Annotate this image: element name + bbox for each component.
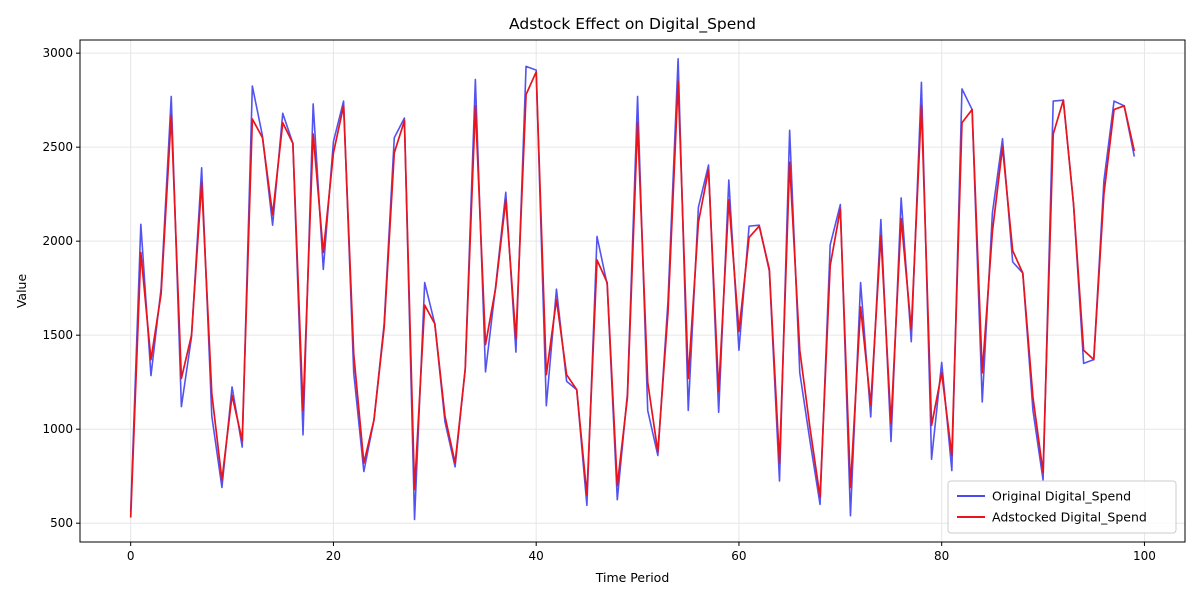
legend-label-adstocked: Adstocked Digital_Spend bbox=[992, 510, 1147, 525]
x-tick-label: 60 bbox=[731, 549, 746, 563]
y-axis-title: Value bbox=[14, 274, 29, 309]
series-lines bbox=[129, 57, 1136, 521]
x-tick-label: 40 bbox=[529, 549, 544, 563]
x-axis-title: Time Period bbox=[595, 570, 670, 585]
y-tick-label: 3000 bbox=[42, 46, 73, 60]
y-tick-label: 1500 bbox=[42, 328, 73, 342]
legend: Original Digital_Spend Adstocked Digital… bbox=[947, 480, 1177, 534]
y-tick-label: 1000 bbox=[42, 422, 73, 436]
y-tick-label: 2000 bbox=[42, 234, 73, 248]
plot-frame bbox=[79, 39, 1186, 543]
x-tick-label: 0 bbox=[127, 549, 135, 563]
legend-box bbox=[947, 480, 1177, 534]
y-axis-ticks: 500 1000 1500 2000 2500 3000 bbox=[42, 46, 80, 530]
y-tick-label: 2500 bbox=[42, 140, 73, 154]
x-tick-label: 80 bbox=[934, 549, 949, 563]
series-line-adstocked bbox=[129, 71, 1136, 518]
series-line-original bbox=[129, 57, 1136, 521]
x-tick-label: 20 bbox=[326, 549, 341, 563]
chart-title: Adstock Effect on Digital_Spend bbox=[509, 15, 756, 34]
legend-label-original: Original Digital_Spend bbox=[992, 489, 1131, 504]
x-axis-ticks: 0 20 40 60 80 100 bbox=[127, 542, 1156, 563]
grid-lines bbox=[80, 40, 1185, 542]
y-tick-label: 500 bbox=[50, 516, 73, 530]
x-tick-label: 100 bbox=[1133, 549, 1156, 563]
